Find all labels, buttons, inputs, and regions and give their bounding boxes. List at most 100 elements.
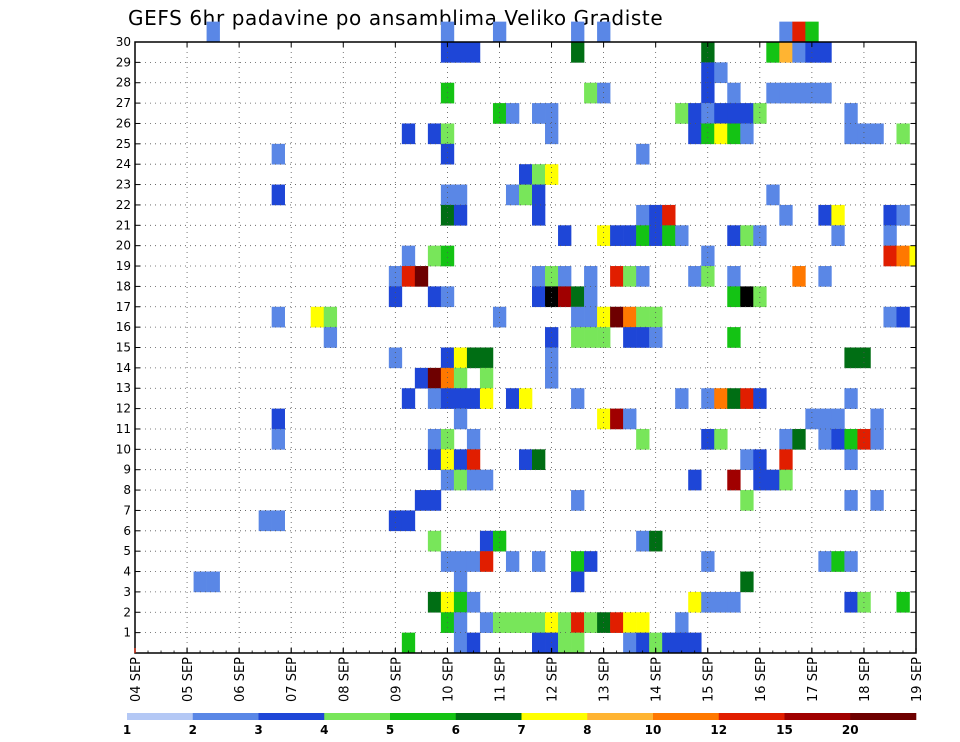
heatmap-cell — [623, 225, 637, 246]
heatmap-cell — [440, 449, 455, 470]
heatmap-cell — [740, 286, 754, 308]
heatmap-cell — [505, 551, 520, 572]
heatmap-cell — [466, 347, 481, 369]
heatmap-cell — [505, 103, 520, 124]
heatmap-cell — [870, 408, 884, 430]
heatmap-cell — [844, 103, 858, 124]
heatmap-cell — [714, 388, 728, 409]
colorbar-swatch — [587, 713, 654, 720]
heatmap-cell — [701, 245, 715, 267]
heatmap-cell — [440, 388, 455, 409]
heatmap-cell — [584, 551, 598, 572]
heatmap-cell — [636, 225, 650, 246]
heatmap-cell — [453, 551, 468, 572]
heatmap-cell — [727, 225, 741, 246]
colorbar-label: 8 — [583, 723, 591, 737]
heatmap-cell — [479, 612, 494, 633]
x-tick-label: 15 SEP — [702, 657, 717, 702]
heatmap-cell — [805, 21, 819, 43]
y-tick-label: 15 — [116, 341, 131, 355]
heatmap-cell — [427, 449, 442, 470]
heatmap-cell — [792, 82, 806, 104]
heatmap-cell — [571, 571, 585, 593]
heatmap-cell — [753, 449, 767, 470]
heatmap-cell — [558, 612, 572, 633]
x-tick-label: 12 SEP — [546, 657, 561, 702]
heatmap-cell — [714, 591, 728, 613]
heatmap-cell — [753, 103, 767, 124]
y-axis: 1234567891011121314151617181920212223242… — [116, 35, 916, 640]
heatmap-cell — [623, 612, 637, 633]
heatmap-cell — [518, 184, 533, 206]
heatmap-cell — [271, 428, 285, 450]
heatmap-cell — [532, 632, 546, 654]
heatmap-cell — [453, 612, 468, 633]
heatmap-cell — [701, 103, 715, 124]
heatmap-cell — [636, 327, 650, 348]
heatmap-cell — [675, 612, 689, 633]
y-tick-label: 29 — [116, 55, 131, 69]
colorbar-swatch — [784, 713, 851, 720]
y-tick-label: 5 — [123, 544, 131, 558]
heatmap-cell — [753, 225, 767, 246]
heatmap-cell — [870, 428, 884, 450]
heatmap-cell — [870, 123, 884, 145]
heatmap-cell — [479, 367, 494, 389]
heatmap-cell — [571, 306, 585, 328]
heatmap-cell — [818, 266, 832, 287]
heatmap-cell — [453, 408, 468, 430]
heatmap-cell — [831, 428, 845, 450]
heatmap-cell — [623, 408, 637, 430]
heatmap-cell — [518, 449, 533, 470]
colorbar-swatch — [455, 713, 522, 720]
heatmap-cell — [401, 632, 416, 654]
heatmap-cell — [584, 306, 598, 328]
heatmap-cell — [714, 428, 728, 450]
x-tick-label: 05 SEP — [181, 657, 196, 702]
heatmap-cell — [779, 469, 793, 491]
heatmap-cell — [388, 286, 403, 308]
colorbar-swatch — [521, 713, 588, 720]
heatmap-cell — [453, 591, 468, 613]
heatmap-cell — [831, 204, 845, 226]
heatmap-cell — [440, 143, 455, 165]
heatmap-cell — [623, 632, 637, 654]
colorbar-label: 1 — [123, 723, 131, 737]
heatmap-cell — [440, 184, 455, 206]
heatmap-cell — [466, 551, 481, 572]
heatmap-cell — [792, 428, 806, 450]
colorbar-swatch — [653, 713, 720, 720]
heatmap-cell — [831, 225, 845, 246]
heatmap-cell — [727, 388, 741, 409]
heatmap-cell — [558, 286, 572, 308]
heatmap-cell — [453, 469, 468, 491]
colorbar-label: 4 — [320, 723, 328, 737]
heatmap-cell — [558, 632, 572, 654]
y-tick-label: 2 — [123, 605, 131, 619]
heatmap-cell — [479, 551, 494, 572]
x-tick-label: 17 SEP — [806, 657, 821, 702]
heatmap-cell — [271, 143, 285, 165]
heatmap-cell — [206, 571, 220, 593]
y-tick-label: 18 — [116, 279, 131, 293]
x-tick-label: 13 SEP — [598, 657, 613, 702]
heatmap-cell — [323, 306, 338, 328]
heatmap-cell — [779, 449, 793, 470]
y-tick-label: 23 — [116, 178, 131, 192]
heatmap-cell — [584, 612, 598, 633]
heatmap-cell — [636, 428, 650, 450]
heatmap-cell — [532, 612, 546, 633]
heatmap-cell — [479, 469, 494, 491]
heatmap-cell — [727, 327, 741, 348]
y-tick-label: 6 — [123, 524, 131, 538]
heatmap-cell — [479, 530, 494, 552]
heatmap-cell — [545, 367, 559, 389]
heatmap-cell — [466, 632, 481, 654]
heatmap-cell — [896, 245, 910, 267]
heatmap-cell — [414, 367, 429, 389]
heatmap-cell — [740, 388, 754, 409]
heatmap-cell — [505, 612, 520, 633]
heatmap-cell — [571, 21, 585, 43]
y-tick-label: 8 — [123, 483, 131, 497]
x-tick-label: 11 SEP — [493, 657, 508, 702]
